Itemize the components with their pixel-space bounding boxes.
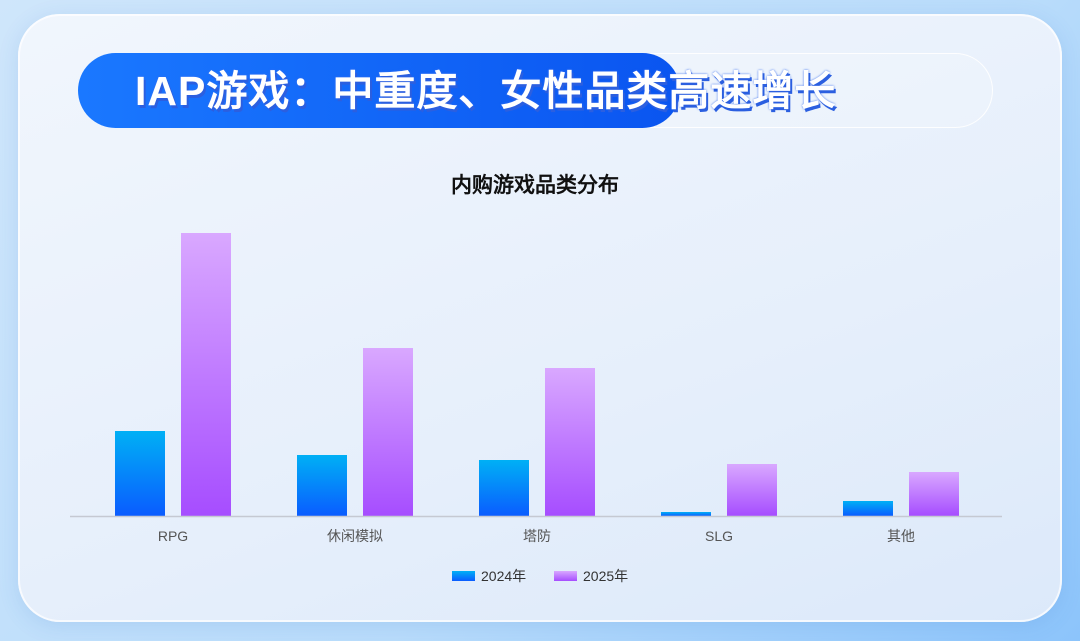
bar-2025-2 bbox=[545, 368, 595, 516]
legend-label-1: 2025年 bbox=[583, 568, 628, 584]
chart-title: 内购游戏品类分布 bbox=[451, 173, 619, 197]
x-tick-label: SLG bbox=[705, 528, 733, 544]
legend-label-0: 2024年 bbox=[481, 568, 526, 584]
x-tick-label: 塔防 bbox=[523, 528, 551, 544]
x-tick-label: 其他 bbox=[887, 528, 915, 544]
slide-title: IAP游戏：中重度、女性品类高速增长 bbox=[135, 68, 837, 114]
bar-2025-4 bbox=[909, 472, 959, 516]
bar-2024-4 bbox=[843, 501, 893, 516]
bar-2024-2 bbox=[479, 460, 529, 516]
legend-swatch-1 bbox=[554, 571, 577, 581]
bar-2025-1 bbox=[363, 348, 413, 516]
x-tick-label: RPG bbox=[158, 528, 188, 544]
bar-2024-1 bbox=[297, 455, 347, 516]
x-tick-label: 休闲模拟 bbox=[327, 528, 383, 544]
bar-2024-3 bbox=[661, 512, 711, 516]
title-banner bbox=[78, 53, 680, 128]
bar-2025-0 bbox=[181, 233, 231, 516]
legend-swatch-0 bbox=[452, 571, 475, 581]
bar-2025-3 bbox=[727, 464, 777, 516]
bar-2024-0 bbox=[115, 431, 165, 516]
